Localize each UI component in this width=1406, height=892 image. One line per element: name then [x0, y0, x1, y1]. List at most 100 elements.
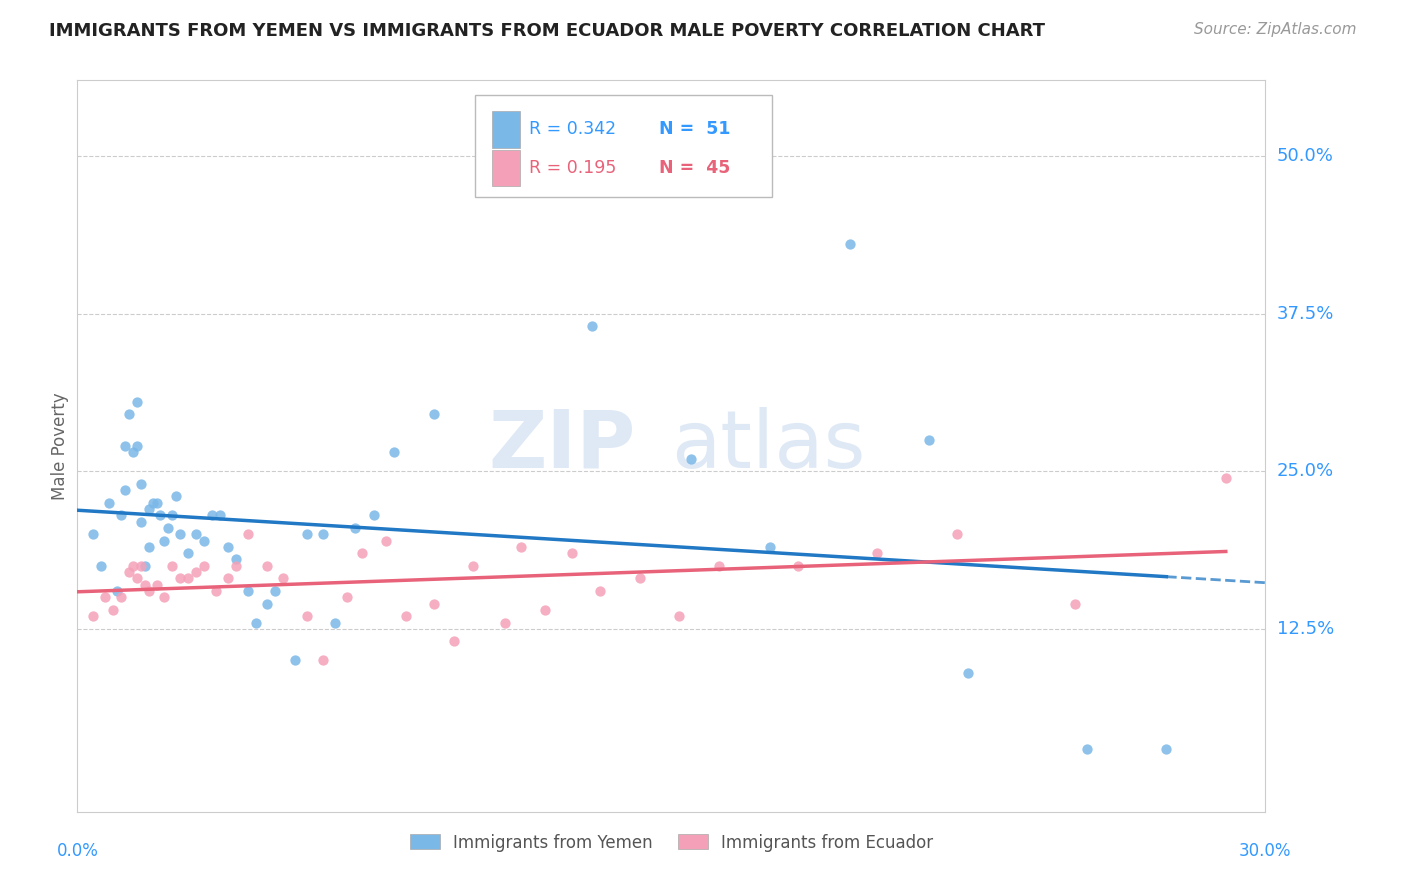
Point	[628, 571, 651, 585]
Point	[177, 571, 200, 585]
Point	[343, 521, 366, 535]
Point	[866, 546, 889, 560]
Point	[125, 395, 148, 409]
Point	[838, 237, 860, 252]
Point	[201, 508, 224, 523]
Point	[149, 508, 172, 523]
Point	[138, 502, 160, 516]
Point	[236, 584, 259, 599]
Point	[375, 533, 398, 548]
Point	[186, 565, 208, 579]
Point	[169, 571, 191, 585]
Point	[336, 591, 359, 605]
Point	[145, 496, 167, 510]
Point	[208, 508, 231, 523]
Point	[217, 540, 239, 554]
Text: 12.5%: 12.5%	[1277, 620, 1334, 638]
Point	[245, 615, 267, 630]
Text: atlas: atlas	[672, 407, 866, 485]
Text: R = 0.342: R = 0.342	[529, 120, 616, 138]
Point	[284, 653, 307, 667]
Point	[581, 319, 603, 334]
Point	[142, 496, 165, 510]
Point	[918, 433, 941, 447]
Point	[463, 558, 485, 573]
Text: 37.5%: 37.5%	[1277, 304, 1334, 323]
Point	[153, 533, 176, 548]
Point	[225, 552, 247, 566]
Point	[205, 584, 228, 599]
Point	[101, 603, 124, 617]
Point	[256, 597, 278, 611]
Text: 30.0%: 30.0%	[1239, 842, 1292, 860]
Point	[110, 591, 132, 605]
Point	[1064, 597, 1087, 611]
Point	[423, 408, 446, 422]
FancyBboxPatch shape	[492, 150, 520, 186]
Legend: Immigrants from Yemen, Immigrants from Ecuador: Immigrants from Yemen, Immigrants from E…	[404, 827, 939, 858]
Point	[395, 609, 418, 624]
Point	[162, 558, 184, 573]
Point	[145, 578, 167, 592]
Point	[1076, 741, 1098, 756]
Point	[363, 508, 385, 523]
Point	[533, 603, 555, 617]
Point	[125, 571, 148, 585]
FancyBboxPatch shape	[492, 111, 520, 147]
Point	[681, 451, 703, 466]
Point	[134, 578, 156, 592]
Point	[165, 490, 187, 504]
Point	[138, 584, 160, 599]
Point	[186, 527, 208, 541]
Point	[217, 571, 239, 585]
Point	[118, 408, 141, 422]
Point	[561, 546, 583, 560]
Point	[225, 558, 247, 573]
Point	[264, 584, 287, 599]
Point	[134, 558, 156, 573]
Point	[177, 546, 200, 560]
Point	[707, 558, 730, 573]
Text: Source: ZipAtlas.com: Source: ZipAtlas.com	[1194, 22, 1357, 37]
Point	[323, 615, 346, 630]
Point	[312, 653, 335, 667]
Point	[352, 546, 374, 560]
Point	[90, 558, 112, 573]
Point	[169, 527, 191, 541]
Point	[382, 445, 405, 459]
Point	[193, 533, 215, 548]
Point	[105, 584, 128, 599]
Point	[787, 558, 810, 573]
Point	[157, 521, 180, 535]
Point	[494, 615, 516, 630]
Text: N =  45: N = 45	[659, 159, 731, 177]
Point	[82, 609, 104, 624]
Point	[114, 483, 136, 497]
Point	[668, 609, 690, 624]
Text: 25.0%: 25.0%	[1277, 462, 1334, 480]
Point	[129, 476, 152, 491]
Point	[443, 634, 465, 648]
Point	[82, 527, 104, 541]
Text: 50.0%: 50.0%	[1277, 147, 1333, 165]
Point	[589, 584, 612, 599]
Point	[423, 597, 446, 611]
Point	[153, 591, 176, 605]
Text: 0.0%: 0.0%	[56, 842, 98, 860]
Point	[312, 527, 335, 541]
Point	[138, 540, 160, 554]
Point	[98, 496, 121, 510]
Point	[118, 565, 141, 579]
Point	[114, 439, 136, 453]
Point	[110, 508, 132, 523]
Point	[271, 571, 294, 585]
Point	[957, 665, 980, 680]
FancyBboxPatch shape	[475, 95, 772, 197]
Text: R = 0.195: R = 0.195	[529, 159, 616, 177]
Point	[509, 540, 531, 554]
Point	[295, 609, 318, 624]
Y-axis label: Male Poverty: Male Poverty	[51, 392, 69, 500]
Point	[1215, 470, 1237, 484]
Point	[236, 527, 259, 541]
Point	[945, 527, 967, 541]
